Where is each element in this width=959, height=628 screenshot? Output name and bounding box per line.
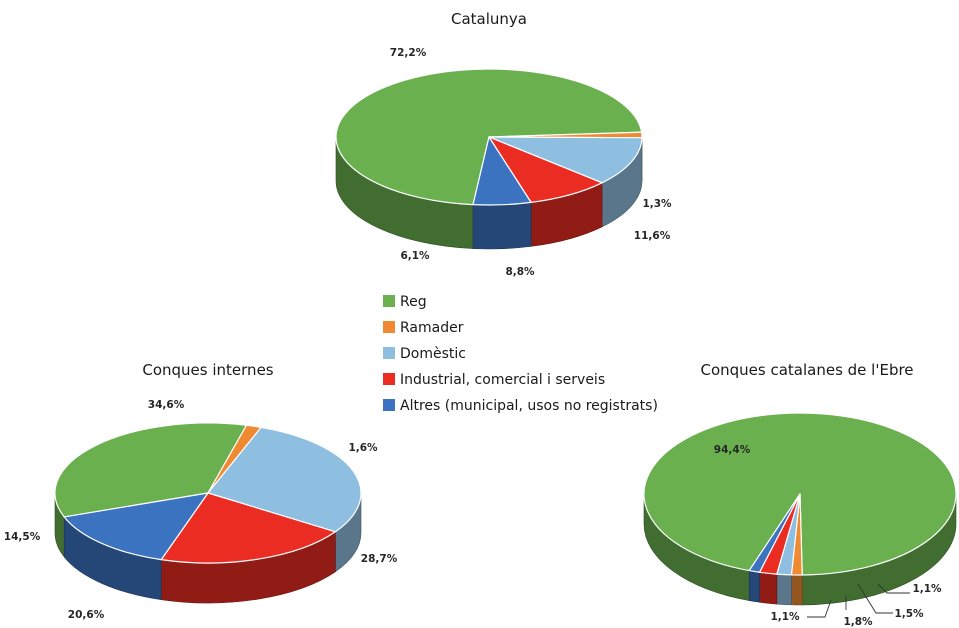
pie2-side-altres — [748, 570, 760, 603]
pie2-label-reg: 94,4% — [714, 444, 751, 456]
pie1-label-altres: 14,5% — [4, 531, 41, 543]
legend: Reg Ramader Domèstic Industrial, comerci… — [383, 294, 658, 414]
pie1-label-reg: 34,6% — [148, 399, 185, 411]
pie1-label-ramader: 1,6% — [348, 442, 378, 454]
legend-swatch-ramader — [383, 321, 395, 333]
pie1-slice-industrial — [160, 492, 336, 564]
pie0-slice-altres — [472, 136, 532, 206]
pie2-leader-line — [877, 583, 910, 594]
legend-label-altres: Altres (municipal, usos no registrats) — [400, 398, 658, 414]
pie2-label-altres: 1,1% — [770, 611, 800, 623]
pie0-label-reg: 72,2% — [390, 47, 427, 59]
pie-catalunya: 72,2% 1,3% 11,6% 8,8% 6,1% — [335, 47, 672, 278]
pie-conques-ebre: 94,4% 1,1% 1,5% 1,8% 1,1% — [643, 412, 957, 628]
pie0-slice-industrial — [488, 136, 603, 203]
pie1-label-industrial: 20,6% — [68, 609, 105, 621]
legend-label-domestic: Domèstic — [400, 346, 466, 362]
legend-label-industrial: Industrial, comercial i serveis — [400, 372, 605, 388]
pie0-label-domestic: 11,6% — [634, 230, 671, 242]
legend-swatch-altres — [383, 399, 395, 411]
pie2-label-ramader: 1,1% — [912, 583, 942, 595]
pie0-slice-domestic — [488, 136, 643, 184]
pie1-slice-domestic — [207, 426, 362, 533]
pie2-slice-altres — [748, 493, 801, 573]
chart-title-conques-ebre: Conques catalanes de l'Ebre — [700, 361, 913, 379]
legend-label-ramader: Ramader — [400, 320, 464, 336]
legend-swatch-reg — [383, 295, 395, 307]
pie2-side-ramader — [791, 574, 803, 606]
pie1-label-domestic: 28,7% — [361, 553, 398, 565]
pie0-label-altres: 6,1% — [400, 250, 430, 262]
chart-title-catalunya: Catalunya — [451, 10, 527, 28]
pie0-side-altres — [472, 202, 532, 250]
pie2-leader-line — [857, 583, 893, 614]
pie0-label-ramader: 1,3% — [642, 198, 672, 210]
legend-swatch-industrial — [383, 373, 395, 385]
legend-label-reg: Reg — [400, 294, 427, 310]
pie2-label-domestic: 1,5% — [894, 608, 924, 620]
pie1-slice-reg — [54, 422, 248, 518]
pie0-label-industrial: 8,8% — [505, 266, 535, 278]
pie-conques-internes: 34,6% 1,6% 28,7% 20,6% 14,5% — [4, 399, 398, 621]
pie2-side-industrial — [759, 571, 778, 605]
pie2-side-domestic — [776, 573, 792, 606]
pie1-slice-altres — [63, 492, 209, 561]
pie2-leader-line — [807, 599, 832, 618]
pie2-label-industrial: 1,8% — [843, 616, 873, 628]
legend-swatch-domestic — [383, 347, 395, 359]
chart-title-conques-internes: Conques internes — [142, 361, 273, 379]
